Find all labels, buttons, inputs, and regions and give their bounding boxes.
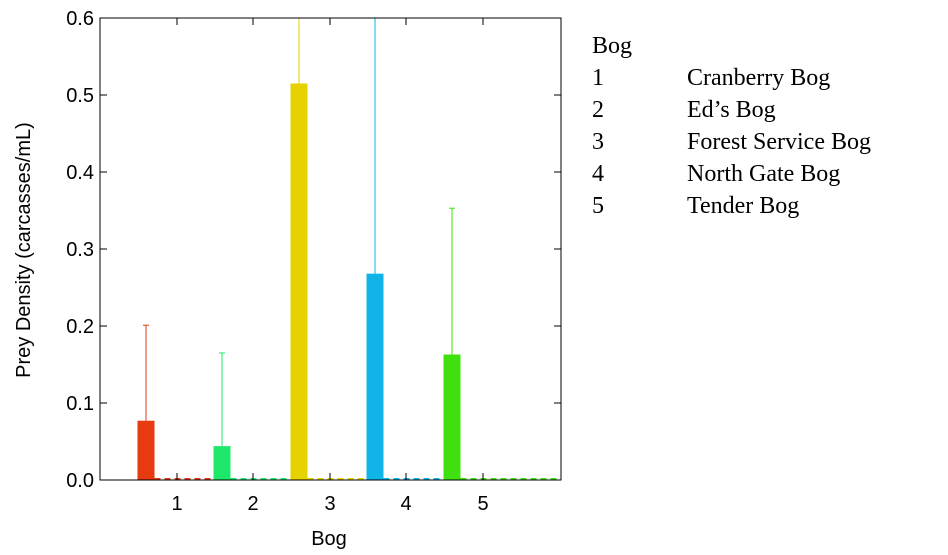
legend-item-label: North Gate Bog [687,161,841,187]
legend-item-number: 2 [592,97,604,123]
legend-title: Bog [592,33,633,59]
legend-item-label: Cranberry Bog [687,65,831,91]
y-axis-label: Prey Density (carcasses/mL) [13,122,35,378]
y-tick-label: 0.1 [66,393,94,415]
legend-item: 3 Forest Service Bog [592,126,871,158]
legend: Bog 1 Cranberry Bog 2 Ed’s Bog 3 Forest … [592,30,871,222]
y-tick-label: 0.5 [66,85,94,107]
bar [213,446,231,480]
y-tick-label: 0.3 [66,239,94,261]
legend-item-label: Ed’s Bog [687,97,776,123]
y-tick-label: 0.2 [66,316,94,338]
y-tick-label: 0.4 [66,162,94,184]
legend-item-number: 5 [592,193,604,219]
y-tick-label: 0.6 [66,8,94,30]
plot-frame [99,17,562,481]
bar [366,273,384,480]
legend-item: 2 Ed’s Bog [592,94,871,126]
bar [443,354,461,480]
bar [290,83,308,480]
x-tick-label: 5 [477,493,488,515]
plot-area: 0.0 0.1 0.2 0.3 0.4 0.5 0.6 1 2 3 4 5 [66,8,562,515]
legend-item-label: Forest Service Bog [687,129,871,155]
x-tick-label: 2 [247,493,258,515]
x-tick-label: 1 [171,493,182,515]
x-tick-label: 3 [324,493,335,515]
y-tick-label: 0.0 [66,470,94,492]
legend-item-number: 3 [592,129,604,155]
legend-item-label: Tender Bog [687,193,800,219]
x-axis-label: Bog [311,528,347,550]
bar [137,420,155,480]
legend-item-number: 1 [592,65,604,91]
legend-item: 1 Cranberry Bog [592,62,871,94]
legend-item: 5 Tender Bog [592,190,871,222]
x-tick-label: 4 [400,493,411,515]
legend-item: 4 North Gate Bog [592,158,871,190]
legend-item-number: 4 [592,161,604,187]
